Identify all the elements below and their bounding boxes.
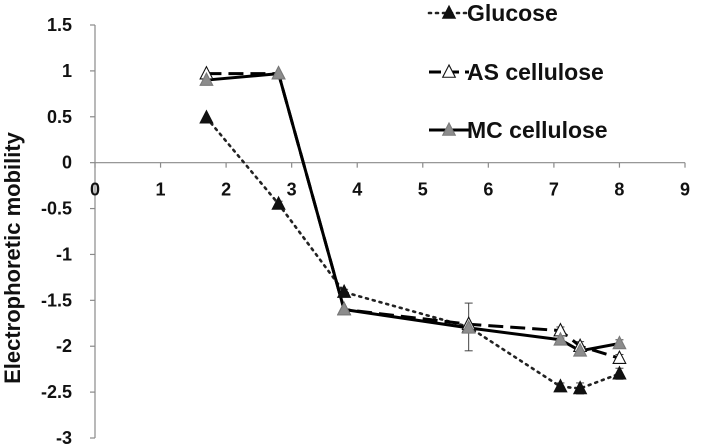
mc-cellulose-data-point	[572, 342, 588, 357]
y-tick-label: -1.5	[41, 290, 72, 310]
x-tick-label: 2	[221, 180, 231, 200]
glucose-data-point	[271, 195, 286, 210]
glucose-legend-label: Glucose	[467, 0, 558, 26]
x-tick-label: 4	[352, 180, 362, 200]
y-tick-label: 0	[62, 153, 72, 173]
as-cellulose-data-point	[612, 349, 627, 364]
y-tick-label: -0.5	[41, 199, 72, 219]
x-tick-label: 0	[90, 180, 100, 200]
x-tick-label: 6	[483, 180, 493, 200]
axes: 1.5 1 0.5 0 -0.5 -1 -1.5 -2 -2.5 -3 0 1 2 3 4 5 6 7 8 9	[41, 15, 690, 447]
glucose-data-point	[553, 378, 568, 393]
y-axis-title: Electrophoretic mobility	[0, 131, 25, 384]
x-tick-label: 5	[418, 180, 428, 200]
y-tick-label: -2.5	[41, 382, 72, 402]
y-tick-label: -3	[56, 428, 72, 447]
mc-cellulose-data-point	[553, 331, 568, 346]
glucose-series-line	[205, 116, 621, 390]
glucose-data-point	[572, 380, 588, 395]
glucose-data-point	[612, 365, 627, 380]
x-tick-label: 3	[287, 180, 297, 200]
x-tick-label: 1	[156, 180, 166, 200]
mc-cellulose-data-point	[612, 335, 627, 350]
y-tick-label: -1	[56, 244, 72, 264]
mc-cellulose-data-point	[199, 71, 214, 86]
legend: Glucose AS cellulose MC cellulose	[427, 0, 608, 143]
mc-cellulose-data-point	[336, 301, 352, 316]
as-cellulose-legend-label: AS cellulose	[467, 59, 604, 85]
error-bars	[274, 200, 624, 395]
y-tick-label: 1.5	[47, 15, 72, 35]
glucose-legend-marker	[441, 4, 457, 19]
x-tick-label: 8	[614, 180, 624, 200]
y-tick-label: 0.5	[47, 107, 72, 127]
y-tick-label: -2	[56, 336, 72, 356]
x-tick-label: 7	[549, 180, 559, 200]
x-tick-label: 9	[680, 180, 690, 200]
mc-cellulose-data-point	[461, 319, 476, 334]
y-tick-label: 1	[62, 61, 72, 81]
mc-cellulose-series-line	[206, 72, 620, 353]
as-cellulose-legend-marker	[441, 63, 457, 78]
glucose-data-point	[336, 283, 352, 298]
mc-cellulose-legend-label: MC cellulose	[467, 117, 608, 143]
glucose-data-point	[199, 109, 214, 124]
mc-cellulose-legend-marker	[441, 121, 457, 136]
mc-cellulose-data-point	[271, 65, 286, 80]
data-markers	[199, 65, 627, 395]
